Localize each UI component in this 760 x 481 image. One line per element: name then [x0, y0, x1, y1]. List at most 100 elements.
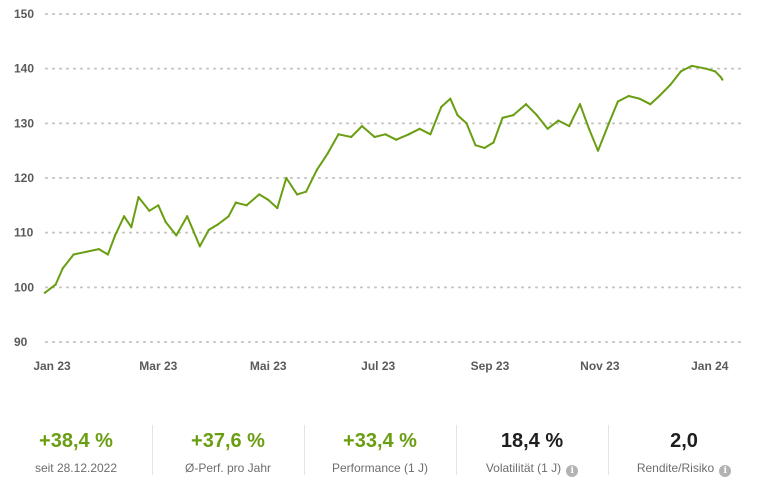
data-point — [474, 144, 477, 147]
stat-label: Rendite/Risiko i — [608, 461, 760, 477]
stat-label: Performance (1 J) — [331, 461, 429, 475]
data-point — [449, 97, 452, 100]
x-axis-ticks: Jan 23 Mar 23 Mai 23 Jul 23 Sep 23 Nov 23 Jan … — [33, 359, 728, 373]
data-point — [245, 204, 248, 207]
data-point — [483, 146, 486, 150]
data-point — [43, 291, 46, 294]
data-point — [113, 234, 117, 237]
data-point — [546, 127, 549, 130]
data-point — [186, 215, 189, 218]
data-point — [360, 124, 364, 128]
stat-value: +38,4 % — [39, 430, 113, 452]
stats-bar: +38,4 % seit 28.12.2022 +37,6 % Ø-Perf. … — [0, 415, 760, 481]
data-point — [285, 176, 288, 180]
data-point — [122, 215, 126, 218]
data-point — [72, 253, 75, 256]
x-tick-label: Jan 24 — [691, 359, 729, 373]
data-point — [305, 190, 308, 193]
data-point — [258, 193, 261, 196]
x-tick-label: Mar 23 — [139, 359, 177, 373]
stat-label: Ø-Perf. pro Jahr — [184, 461, 272, 475]
info-icon[interactable]: i — [719, 465, 732, 477]
data-point — [337, 133, 340, 136]
data-point — [198, 245, 201, 248]
data-point — [587, 127, 591, 130]
data-points — [43, 64, 724, 294]
data-point — [690, 64, 693, 68]
stat-label: seit 28.12.2022 — [34, 461, 118, 475]
data-point — [157, 204, 160, 207]
data-point — [535, 114, 538, 117]
y-tick-label: 150 — [14, 7, 34, 21]
stat-value: +33,4 % — [343, 430, 417, 452]
data-point — [658, 94, 661, 98]
data-point — [440, 105, 443, 109]
data-point — [175, 234, 178, 237]
data-point — [669, 83, 672, 87]
y-tick-label: 120 — [14, 171, 34, 185]
data-point — [216, 223, 219, 226]
data-point — [616, 100, 619, 103]
data-point — [137, 196, 140, 199]
data-point — [164, 220, 167, 223]
data-point — [568, 124, 571, 128]
data-point — [85, 250, 88, 253]
data-point — [465, 122, 468, 125]
stat-value: 18,4 % — [500, 430, 564, 452]
data-point — [407, 133, 410, 136]
data-point — [649, 103, 652, 106]
y-axis-ticks: 90 100 110 120 130 140 150 — [14, 7, 34, 349]
data-point — [234, 201, 237, 204]
stat-performance-1y: +33,4 % Performance (1 J) — [304, 415, 456, 481]
x-tick-label: Sep 23 — [471, 359, 510, 373]
data-point — [557, 119, 560, 122]
data-point — [130, 226, 133, 229]
info-icon[interactable]: i — [566, 465, 579, 477]
data-point — [627, 94, 630, 98]
data-point — [295, 193, 299, 196]
data-point — [456, 114, 459, 117]
data-point — [607, 122, 610, 125]
data-point — [705, 67, 708, 70]
data-point — [227, 215, 230, 218]
y-tick-label: 110 — [14, 226, 34, 240]
data-point — [207, 228, 210, 232]
y-tick-label: 140 — [14, 62, 34, 76]
data-point — [578, 103, 582, 106]
x-tick-label: Mai 23 — [250, 359, 287, 373]
data-point — [418, 127, 421, 130]
data-point — [373, 135, 376, 139]
x-tick-label: Nov 23 — [580, 359, 620, 373]
stat-value: +37,6 % — [191, 430, 265, 452]
data-point — [501, 116, 504, 119]
data-point — [97, 247, 100, 251]
data-point — [492, 141, 495, 144]
x-tick-label: Jul 23 — [361, 359, 395, 373]
stat-label: Volatilität (1 J) i — [456, 461, 608, 477]
stat-return-risk: 2,0 Rendite/Risiko i — [608, 415, 760, 481]
data-point — [326, 152, 329, 155]
data-point — [638, 97, 641, 100]
data-point — [512, 114, 515, 117]
data-point — [350, 135, 353, 139]
data-point — [719, 75, 722, 78]
data-point — [721, 78, 724, 81]
data-point — [714, 70, 717, 73]
y-tick-label: 90 — [14, 335, 28, 349]
data-point — [148, 209, 151, 212]
data-point — [596, 149, 600, 152]
data-point — [679, 70, 683, 73]
stat-since-start: +38,4 % seit 28.12.2022 — [0, 415, 152, 481]
data-point — [276, 206, 279, 210]
grid-lines — [45, 13, 747, 343]
data-point — [524, 103, 528, 106]
x-tick-label: Jan 23 — [33, 359, 71, 373]
data-point — [61, 267, 64, 270]
stat-volatility-1y: 18,4 % Volatilität (1 J) i — [456, 415, 608, 481]
y-tick-label: 100 — [14, 280, 34, 294]
performance-line — [44, 64, 724, 294]
y-tick-label: 130 — [14, 116, 34, 130]
data-point — [395, 138, 398, 141]
data-point — [315, 168, 319, 171]
